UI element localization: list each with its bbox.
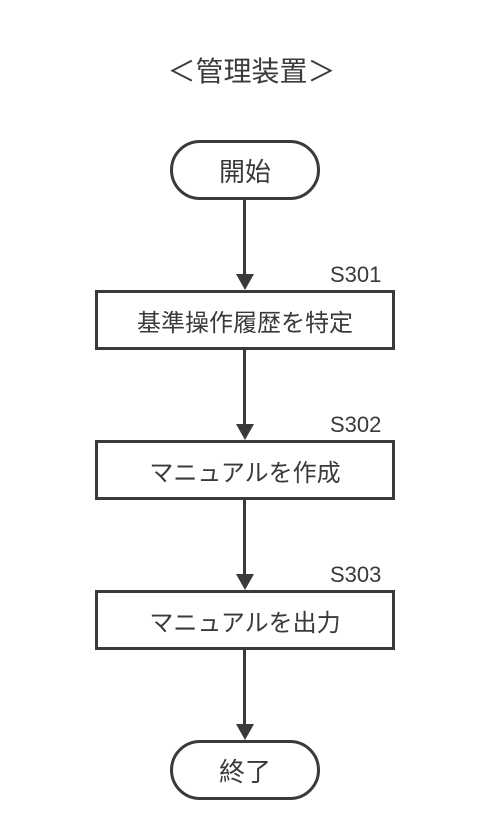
edge bbox=[243, 650, 246, 724]
arrow-head-icon bbox=[236, 574, 254, 590]
node-label: 基準操作履歴を特定 bbox=[137, 303, 353, 338]
flowchart-process-s303: マニュアルを出力 bbox=[95, 590, 395, 650]
step-label: S301 bbox=[330, 262, 381, 288]
edge bbox=[243, 500, 246, 574]
node-label: マニュアルを作成 bbox=[149, 453, 340, 488]
edge bbox=[243, 350, 246, 424]
step-label: S302 bbox=[330, 412, 381, 438]
arrow-head-icon bbox=[236, 274, 254, 290]
node-label: 開始 bbox=[219, 152, 271, 189]
diagram-title: ＜管理装置＞ bbox=[0, 50, 503, 90]
node-label: マニュアルを出力 bbox=[149, 603, 340, 638]
arrow-head-icon bbox=[236, 424, 254, 440]
step-label: S303 bbox=[330, 562, 381, 588]
edge bbox=[243, 200, 246, 274]
flowchart-process-s302: マニュアルを作成 bbox=[95, 440, 395, 500]
arrow-head-icon bbox=[236, 724, 254, 740]
flowchart-end: 終了 bbox=[170, 740, 320, 800]
flowchart-start: 開始 bbox=[170, 140, 320, 200]
node-label: 終了 bbox=[219, 752, 271, 789]
flowchart-process-s301: 基準操作履歴を特定 bbox=[95, 290, 395, 350]
